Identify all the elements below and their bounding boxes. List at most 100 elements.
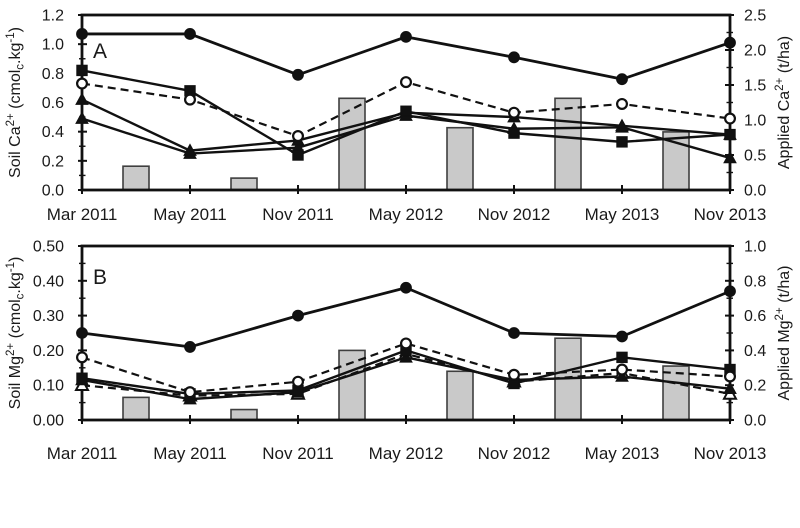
bar xyxy=(338,97,366,191)
axis-title-segment: c xyxy=(15,293,27,299)
x-tick-label: May 2011 xyxy=(153,444,226,463)
soil-mg-open-circle-marker xyxy=(508,368,521,381)
bar xyxy=(230,177,258,191)
soil-ca-filled-circle-marker xyxy=(724,36,736,49)
right-tick-label: 0.8 xyxy=(744,273,766,290)
soil-ca-open-circle-marker xyxy=(75,77,88,90)
soil-ca-filled-circle-marker xyxy=(508,51,520,64)
left-tick-label: 0.30 xyxy=(33,308,64,325)
soil-ca-open-circle-marker xyxy=(723,112,736,125)
right-tick-label: 0.4 xyxy=(744,343,766,360)
axis-title-segment: Soil Ca xyxy=(7,126,24,178)
soil-ca-filled-square-marker xyxy=(400,105,412,117)
axis-title-segment: 2+ xyxy=(774,307,786,320)
soil-mg-filled-circle-marker xyxy=(76,327,88,339)
soil-ca-filled-circle-marker xyxy=(76,28,88,40)
soil-ca-filled-circle-marker xyxy=(616,73,628,86)
soil-mg-open-circle-marker xyxy=(723,370,736,383)
panel-label: A xyxy=(93,40,107,63)
soil-ca-open-circle-marker xyxy=(615,97,628,110)
left-tick-label: 0.4 xyxy=(42,124,64,141)
soil-ca-filled-triangle-2-line xyxy=(81,114,731,160)
soil-mg-open-circle-marker xyxy=(400,337,413,350)
right-tick-label: 0.2 xyxy=(744,378,766,395)
soil-ca-open-circle-marker xyxy=(400,76,413,89)
right-axis-title: Applied Mg2+ (t/ha) xyxy=(774,266,793,401)
axis-title-segment: c xyxy=(15,64,27,70)
right-tick-label: 1.5 xyxy=(744,78,766,95)
soil-ca-filled-triangle-2-marker xyxy=(723,150,737,164)
axis-title-segment: -1 xyxy=(5,32,17,42)
x-tick-label: Nov 2013 xyxy=(694,444,767,463)
left-tick-label: 1.2 xyxy=(42,8,64,25)
x-tick-label: May 2011 xyxy=(153,205,226,224)
left-tick-label: 0.40 xyxy=(33,273,64,290)
right-tick-label: 0.0 xyxy=(744,183,766,200)
axis-title-segment: 2+ xyxy=(5,343,17,356)
right-tick-label: 1.0 xyxy=(744,239,766,256)
axis-title-segment: Applied Ca xyxy=(776,91,793,169)
x-tick-label: Nov 2012 xyxy=(478,444,551,463)
x-tick-label: May 2012 xyxy=(369,205,444,224)
axis-title-segment: Soil Mg xyxy=(7,356,24,409)
soil-mg-filled-circle-marker xyxy=(292,309,304,322)
soil-ca-filled-square-marker xyxy=(76,64,88,77)
left-tick-label: 0.00 xyxy=(33,413,64,430)
soil-ca-filled-circle-marker xyxy=(292,68,304,81)
soil-ca-filled-square-marker xyxy=(616,136,628,148)
right-axis-title: Applied Ca2+ (t/ha) xyxy=(774,36,793,169)
soil-mg-open-circle-marker xyxy=(184,386,197,399)
soil-mg-open-circle-marker xyxy=(75,351,88,364)
x-tick-label: May 2013 xyxy=(585,205,660,224)
axis-title-segment: (cmol xyxy=(7,299,24,343)
axis-title-segment: .kg xyxy=(7,272,24,293)
left-tick-label: 0.50 xyxy=(33,239,64,256)
right-tick-label: 2.5 xyxy=(744,8,766,25)
right-tick-label: 1.0 xyxy=(744,113,766,130)
left-tick-label: 0.10 xyxy=(33,378,64,395)
left-tick-label: 0.0 xyxy=(42,183,64,200)
bar xyxy=(122,165,150,191)
bar xyxy=(446,126,474,191)
soil-mg-filled-triangle-marker xyxy=(615,369,629,382)
left-tick-label: 0.2 xyxy=(42,153,64,170)
soil-mg-filled-triangle-marker xyxy=(723,381,737,394)
soil-ca-filled-circle-marker xyxy=(184,28,196,40)
axis-title-segment: .kg xyxy=(7,43,24,64)
soil-ca-open-circle-marker xyxy=(184,93,197,106)
soil-mg-open-circle-marker xyxy=(292,375,305,388)
bar xyxy=(122,396,150,421)
soil-ca-filled-triangle-1-marker xyxy=(183,143,197,156)
soil-mg-filled-circle-marker xyxy=(616,330,628,343)
soil-mg-filled-circle-marker xyxy=(508,327,520,339)
axis-title-segment: (cmol xyxy=(7,70,24,114)
x-tick-label: May 2012 xyxy=(369,444,444,463)
soil-mg-filled-circle-marker xyxy=(400,281,412,294)
soil-mg-filled-square-marker xyxy=(76,372,88,384)
x-tick-label: Mar 2011 xyxy=(47,205,118,224)
left-axis-title: Soil Ca2+ (cmolc.kg-1) xyxy=(5,27,27,178)
left-axis-title: Soil Mg2+ (cmolc.kg-1) xyxy=(5,257,27,410)
bar xyxy=(446,370,474,421)
left-tick-label: 0.20 xyxy=(33,343,64,360)
soil-ca-filled-triangle-1-marker xyxy=(75,92,89,105)
bar xyxy=(662,365,690,421)
soil-mg-filled-triangle-marker xyxy=(399,350,413,363)
right-tick-label: 0.6 xyxy=(744,308,766,325)
panel-a: 0.0 0.2 0.4 0.6 0.8 1.0 1.2 0.0 0.5 1.0 1.5 2.0 2.5 M… xyxy=(5,8,793,225)
x-tick-label: May 2013 xyxy=(585,444,660,463)
soil-mg-filled-square-marker xyxy=(616,351,628,364)
soil-ca-filled-square-marker xyxy=(724,128,736,141)
soil-mg-filled-circle-marker xyxy=(184,341,196,353)
axis-title-segment: (t/ha) xyxy=(776,36,793,78)
x-tick-label: Nov 2013 xyxy=(694,205,767,224)
soil-ca-filled-square-marker xyxy=(508,127,520,139)
panel-label: B xyxy=(93,266,107,289)
axis-title-segment: 2+ xyxy=(774,77,786,90)
soil-mg-filled-circle-marker xyxy=(724,285,736,298)
right-tick-label: 0.5 xyxy=(744,148,766,165)
axis-title-segment: ) xyxy=(7,257,24,262)
right-tick-label: 0.0 xyxy=(744,413,766,430)
